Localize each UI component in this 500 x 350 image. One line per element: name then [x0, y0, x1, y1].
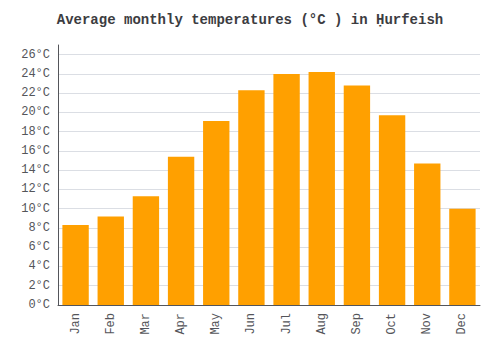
svg-text:18°C: 18°C: [21, 125, 50, 139]
svg-text:Average monthly temperatures (: Average monthly temperatures (°C ) in Ḥu…: [57, 12, 443, 28]
svg-text:8°C: 8°C: [28, 221, 50, 235]
svg-text:Jun: Jun: [244, 313, 258, 335]
svg-text:6°C: 6°C: [28, 240, 50, 254]
svg-text:16°C: 16°C: [21, 144, 50, 158]
svg-text:20°C: 20°C: [21, 105, 50, 119]
svg-text:Mar: Mar: [139, 313, 153, 335]
svg-text:Jul: Jul: [280, 313, 294, 335]
svg-text:0°C: 0°C: [28, 298, 50, 312]
svg-text:Aug: Aug: [315, 313, 329, 335]
svg-text:Nov: Nov: [420, 313, 434, 335]
svg-text:May: May: [209, 313, 223, 335]
svg-text:2°C: 2°C: [28, 279, 50, 293]
svg-text:Apr: Apr: [174, 313, 188, 335]
svg-text:Sep: Sep: [350, 313, 364, 335]
svg-text:Jan: Jan: [69, 313, 83, 335]
svg-text:4°C: 4°C: [28, 259, 50, 273]
svg-text:Dec: Dec: [455, 313, 469, 335]
svg-text:10°C: 10°C: [21, 202, 50, 216]
svg-text:Feb: Feb: [104, 313, 118, 335]
svg-text:26°C: 26°C: [21, 48, 50, 62]
svg-text:14°C: 14°C: [21, 163, 50, 177]
svg-text:Oct: Oct: [385, 313, 399, 335]
svg-text:12°C: 12°C: [21, 182, 50, 196]
svg-text:22°C: 22°C: [21, 86, 50, 100]
svg-text:24°C: 24°C: [21, 67, 50, 81]
